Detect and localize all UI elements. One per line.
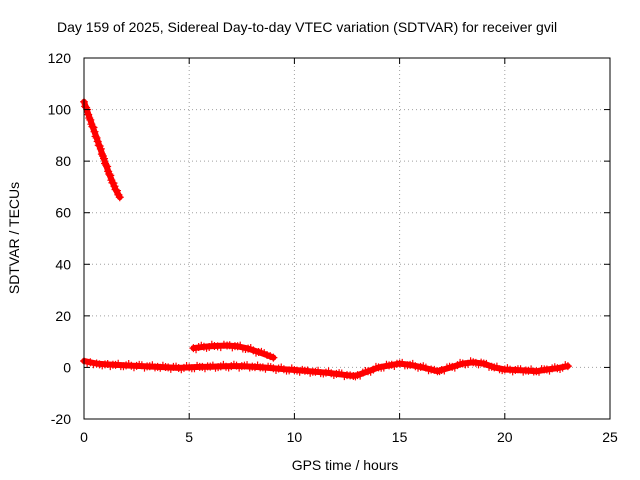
data-point	[161, 362, 170, 371]
data-point	[298, 365, 307, 374]
plot-frame	[83, 57, 611, 420]
data-point	[193, 361, 202, 370]
data-point	[114, 190, 123, 199]
data-point	[319, 369, 328, 378]
data-point	[106, 171, 115, 180]
data-point	[119, 362, 128, 371]
y-tick-label: 0	[63, 359, 71, 375]
data-point	[445, 362, 454, 371]
data-point	[361, 367, 370, 376]
data-point	[466, 357, 475, 366]
data-point	[329, 371, 338, 380]
data-point	[110, 182, 119, 191]
data-point	[414, 363, 423, 372]
data-point	[346, 371, 355, 380]
data-point	[129, 363, 138, 372]
y-tick-label: 80	[55, 153, 71, 169]
data-point	[277, 363, 286, 372]
data-point	[308, 367, 317, 376]
data-point	[340, 372, 349, 381]
data-point	[85, 114, 94, 123]
x-tick-label: 25	[602, 429, 618, 445]
x-tick-label: 0	[80, 429, 88, 445]
data-point	[98, 361, 107, 370]
data-point	[140, 363, 149, 372]
data-point	[182, 362, 191, 371]
data-point	[96, 144, 105, 153]
data-point	[112, 186, 121, 195]
data-point	[456, 358, 465, 367]
data-point	[351, 372, 360, 381]
y-tick-label: 100	[48, 102, 72, 118]
data-point	[103, 162, 112, 171]
y-tick-label: 40	[55, 256, 71, 272]
data-point	[371, 362, 380, 371]
data-point	[172, 362, 181, 371]
data-point	[82, 103, 91, 112]
data-point	[435, 367, 444, 376]
data-point	[519, 367, 528, 376]
data-point	[477, 358, 486, 367]
data-point	[89, 123, 98, 132]
data-point	[508, 367, 517, 376]
y-tick-label: 60	[55, 205, 71, 221]
data-point	[252, 348, 261, 357]
data-point	[99, 154, 108, 163]
grid-lines	[84, 58, 610, 419]
data-point	[540, 365, 549, 374]
chart-title: Day 159 of 2025, Sidereal Day-to-day VTE…	[57, 19, 557, 35]
data-point	[93, 137, 102, 146]
x-tick-label: 10	[287, 429, 303, 445]
data-point	[561, 361, 570, 370]
data-point	[235, 363, 244, 372]
data-point	[92, 133, 101, 142]
data-point	[102, 161, 111, 170]
data-point	[214, 363, 223, 372]
data-point	[241, 344, 250, 353]
x-tick-label: 15	[392, 429, 408, 445]
data-point	[97, 150, 106, 159]
data-point	[88, 122, 97, 131]
data-point	[108, 360, 117, 369]
data-point	[224, 363, 233, 372]
data-point	[498, 366, 507, 375]
y-axis-title: SDTVAR / TECUs	[6, 182, 22, 294]
y-tick-label: 120	[48, 50, 72, 66]
y-tick-label: 20	[55, 308, 71, 324]
data-point	[84, 110, 93, 119]
data-point	[430, 365, 439, 374]
data-point	[266, 352, 275, 361]
data-point	[266, 363, 275, 372]
data-point	[403, 361, 412, 370]
data-point	[197, 341, 206, 350]
y-tick-label: -20	[51, 411, 71, 427]
data-point	[104, 167, 113, 176]
x-tick-label: 5	[185, 429, 193, 445]
data-points	[80, 97, 572, 381]
data-point	[392, 359, 401, 368]
data-point	[550, 363, 559, 372]
data-point	[207, 340, 216, 349]
data-point	[260, 349, 269, 358]
data-point	[91, 132, 100, 141]
data-point	[90, 127, 99, 136]
axis-ticks: 0 5 10 15 20 25 -20 0 20 40 60 80 100 120	[48, 50, 618, 445]
data-point	[256, 363, 265, 372]
data-point	[287, 364, 296, 373]
data-point	[203, 362, 212, 371]
data-point	[86, 115, 95, 124]
x-tick-label: 20	[497, 429, 513, 445]
x-axis-title: GPS time / hours	[292, 457, 399, 473]
